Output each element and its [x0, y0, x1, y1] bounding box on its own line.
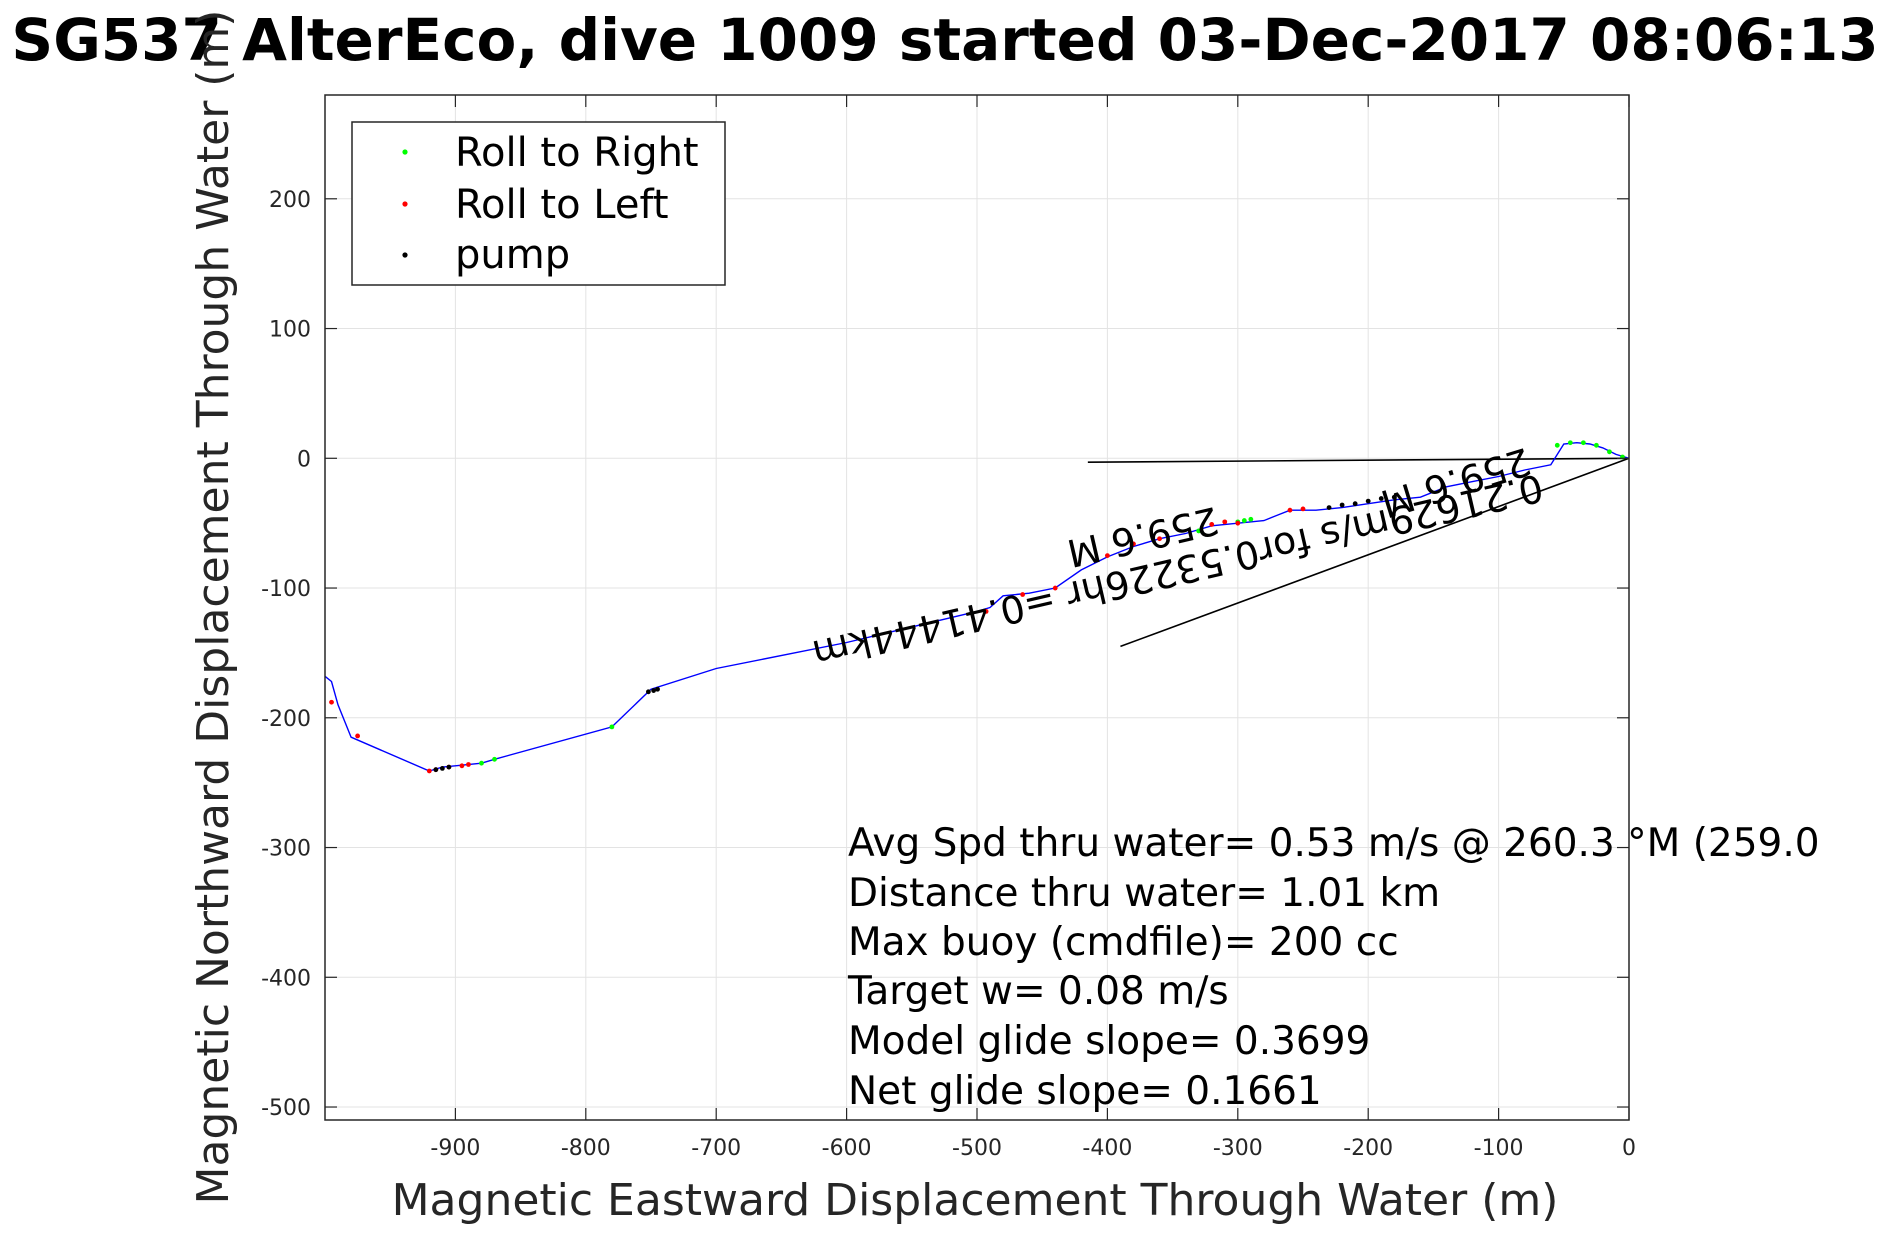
roll-to-left-point: [1287, 507, 1293, 513]
x-tick-label: -100: [1474, 1136, 1524, 1161]
y-tick-label: -200: [261, 707, 311, 732]
roll-to-left-point: [1222, 519, 1228, 525]
pump-point: [1326, 505, 1332, 510]
roll-to-left-point: [1209, 522, 1215, 527]
stat-target-w: Target w= 0.08 m/s: [847, 969, 1229, 1014]
roll-to-right-point: [1567, 440, 1573, 446]
roll-to-left-point: [1131, 541, 1136, 547]
legend-label-pump: pump: [455, 232, 570, 278]
roll-to-left-point: [1300, 506, 1306, 512]
roll-to-right-point: [1248, 516, 1254, 522]
pump-point: [1339, 502, 1345, 508]
legend-marker-roll-right: [402, 149, 408, 155]
reference-line-horizontal: [1087, 457, 1630, 463]
x-tick-label: -900: [430, 1136, 480, 1161]
roll-to-left-point: [466, 762, 471, 767]
chart-title: SG537 AlterEco, dive 1009 started 03-Dec…: [11, 6, 1878, 74]
roll-to-right-point: [1607, 449, 1612, 455]
roll-to-left-point: [426, 768, 432, 774]
grid: [325, 95, 1630, 1120]
stat-distance: Distance thru water= 1.01 km: [848, 871, 1440, 916]
roll-to-right-point: [1580, 440, 1586, 446]
roll-to-left-point: [1235, 520, 1241, 526]
roll-to-left-point: [1105, 553, 1110, 559]
x-axis-label: Magnetic Eastward Displacement Through W…: [392, 1175, 1559, 1226]
reference-line-slant: [1120, 457, 1630, 648]
pump-point: [1391, 494, 1397, 500]
roll-to-right-point: [609, 724, 615, 730]
roll-to-left-point: [329, 699, 334, 705]
legend-marker-roll-left: [402, 201, 408, 207]
x-tick-label: -500: [952, 1136, 1002, 1161]
pump-point: [1378, 496, 1384, 501]
stat-net-glide-slope: Net glide slope= 0.1661: [848, 1069, 1322, 1114]
legend-label-roll-left: Roll to Left: [455, 182, 669, 228]
legend: Roll to Right Roll to Left pump: [351, 121, 726, 286]
y-tick-label: 200: [269, 188, 311, 213]
pump-point: [446, 764, 452, 770]
legend-box: [351, 121, 726, 286]
axis-ticks: -900 -800 -700 -600 -500 -400 -300 -200 -100 0 200…: [261, 95, 1636, 1161]
series-layer: [324, 440, 1630, 774]
pump-point: [651, 688, 657, 693]
x-tick-label: -800: [561, 1136, 611, 1161]
roll-to-left-point: [1020, 592, 1026, 597]
y-tick-label: -300: [261, 837, 311, 862]
legend-label-roll-right: Roll to Right: [455, 130, 699, 176]
stat-avg-speed: Avg Spd thru water= 0.53 m/s @ 260.3 °M …: [848, 821, 1820, 866]
x-tick-label: -200: [1343, 1136, 1393, 1161]
x-tick-label: -400: [1082, 1136, 1132, 1161]
roll-to-right-point: [1594, 442, 1599, 448]
pump-point: [655, 686, 660, 692]
roll-to-left-point: [459, 763, 465, 769]
pump-point: [1352, 501, 1358, 507]
roll-to-left-point: [1157, 536, 1162, 542]
x-tick-label: -300: [1213, 1136, 1263, 1161]
x-tick-label: 0: [1622, 1136, 1636, 1161]
y-tick-label: 0: [297, 447, 311, 472]
pump-point: [433, 767, 439, 773]
y-tick-label: 100: [269, 318, 311, 343]
pump-point: [645, 689, 651, 695]
roll-to-right-point: [1241, 518, 1247, 523]
y-tick-label: -400: [261, 966, 311, 991]
x-tick-label: -700: [691, 1136, 741, 1161]
stat-max-buoy: Max buoy (cmdfile)= 200 cc: [848, 920, 1399, 965]
stats-block: Avg Spd thru water= 0.53 m/s @ 260.3 °M …: [847, 821, 1820, 1114]
roll-to-left-point: [1052, 585, 1058, 591]
legend-marker-pump: [402, 252, 408, 258]
y-tick-label: -500: [261, 1096, 311, 1121]
stat-model-glide-slope: Model glide slope= 0.3699: [848, 1019, 1370, 1064]
pump-point: [439, 765, 445, 771]
y-axis-label: Magnetic Northward Displacement Through …: [188, 10, 239, 1205]
roll-to-right-point: [1196, 528, 1202, 534]
x-tick-label: -600: [822, 1136, 872, 1161]
roll-to-left-point: [983, 608, 989, 614]
pump-point: [1365, 498, 1371, 504]
roll-to-left-point: [355, 733, 360, 739]
roll-to-right-point: [492, 756, 497, 762]
y-tick-label: -100: [261, 577, 311, 602]
roll-to-right-point: [1554, 442, 1560, 448]
roll-to-right-point: [479, 760, 484, 766]
